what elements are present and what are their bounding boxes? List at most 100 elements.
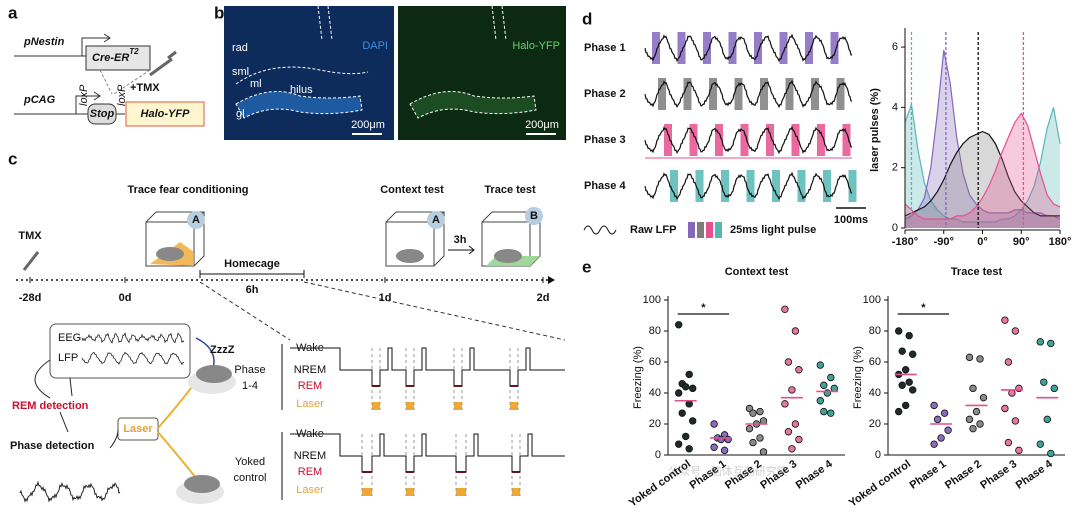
point xyxy=(759,448,768,456)
light-pulse xyxy=(658,78,666,110)
area-fill xyxy=(905,131,1060,228)
point xyxy=(933,415,942,424)
legend-label: 25ms light pulse xyxy=(730,224,816,236)
lfp-trace xyxy=(644,125,853,155)
light-pulse xyxy=(715,124,723,156)
light-pulse xyxy=(766,124,774,156)
y-axis-label: Freezing (%) xyxy=(632,346,644,409)
pulse-legend xyxy=(688,222,722,238)
loxp: loxP xyxy=(78,84,90,106)
point xyxy=(795,435,803,444)
stop: Stop xyxy=(90,108,115,120)
x-tick-label: Phase 2 xyxy=(943,458,984,492)
phase-trace xyxy=(19,480,121,503)
gene: Halo-YFP xyxy=(141,108,191,120)
scale-label: 200μm xyxy=(351,119,385,131)
point xyxy=(827,409,835,417)
light-pulse xyxy=(817,124,825,156)
context-badge xyxy=(187,211,205,229)
timeline-label: 1d xyxy=(379,292,392,304)
area-fill xyxy=(905,50,1060,228)
event: Context test xyxy=(380,184,444,196)
point xyxy=(720,446,729,455)
light-pulse xyxy=(785,78,794,110)
chambers xyxy=(145,211,542,267)
point xyxy=(675,440,683,448)
area-line xyxy=(904,112,1061,220)
y-tick-label: 20 xyxy=(869,418,881,430)
point xyxy=(788,445,796,453)
laser-pulse xyxy=(372,402,380,410)
laser-pulse xyxy=(456,488,466,496)
loxp: loxP xyxy=(116,84,128,106)
significance: * xyxy=(701,302,706,314)
yfp-image xyxy=(398,6,566,140)
legend-swatch xyxy=(706,222,713,238)
point xyxy=(682,432,690,441)
syringe xyxy=(149,50,177,77)
area-line xyxy=(904,130,1060,217)
panel-label: b xyxy=(214,3,224,22)
point xyxy=(1047,339,1055,348)
laser-pulse xyxy=(406,402,414,410)
signal: LFP xyxy=(58,352,78,364)
point xyxy=(905,331,913,340)
point xyxy=(689,384,697,393)
laser-pulse xyxy=(512,488,520,496)
phase-traces: Phase 1 Phase 2 Phase 3 Phase 4 xyxy=(584,32,857,202)
point xyxy=(820,381,828,389)
gene-box xyxy=(85,45,151,71)
zoom-lines xyxy=(199,281,566,341)
context-badge xyxy=(427,211,445,229)
y-tick-label: 40 xyxy=(869,387,881,399)
state-label: REM xyxy=(298,466,322,478)
point xyxy=(781,400,789,408)
light-pulse xyxy=(721,170,729,202)
laser-pulse xyxy=(510,402,518,410)
point xyxy=(972,407,981,416)
point xyxy=(791,327,800,335)
point xyxy=(895,327,903,335)
context-badge xyxy=(525,207,543,225)
laser-pulse xyxy=(406,488,414,496)
y-tick-label: 2 xyxy=(892,162,898,174)
light-pulse xyxy=(779,32,788,64)
point xyxy=(969,384,977,393)
event: Trace test xyxy=(484,184,536,196)
homecage: Homecage xyxy=(224,258,280,270)
hypnograms: Wake NREM REM Laser Wake NREM REM Laser xyxy=(290,342,565,496)
point xyxy=(1011,327,1020,335)
light-pulse xyxy=(772,170,780,202)
laser-pulse xyxy=(362,488,372,496)
point xyxy=(1036,338,1044,346)
phase-label: Phase 2 xyxy=(584,88,626,100)
timeline-ticks xyxy=(29,277,544,283)
lfp-trace xyxy=(81,351,185,366)
phase-detection: Phase detection xyxy=(10,440,95,452)
y-tick-label: 80 xyxy=(649,325,661,337)
y-tick-label: 60 xyxy=(649,356,661,368)
recording-box xyxy=(49,323,191,379)
light-pulse xyxy=(728,32,737,64)
gene: Cre-ERT2 xyxy=(92,47,139,64)
light-pulse xyxy=(683,78,692,110)
state-label: Laser xyxy=(296,398,324,410)
stain-label: Halo-YFP xyxy=(512,40,560,52)
light-pulse xyxy=(703,32,711,64)
light-pulse xyxy=(677,32,686,64)
point xyxy=(682,383,690,391)
region: sml xyxy=(232,66,249,78)
light-pulse xyxy=(797,170,806,202)
group-name: 1-4 xyxy=(242,380,258,392)
y-tick-label: 0 xyxy=(875,449,881,461)
point xyxy=(749,438,757,447)
region: ml xyxy=(250,78,262,90)
promoter-arrow xyxy=(75,91,101,114)
chart-title: Trace test xyxy=(951,266,1003,278)
point xyxy=(909,386,917,394)
point xyxy=(965,353,974,362)
point xyxy=(827,373,835,382)
light-pulse xyxy=(842,124,851,156)
region: hilus xyxy=(290,84,313,96)
